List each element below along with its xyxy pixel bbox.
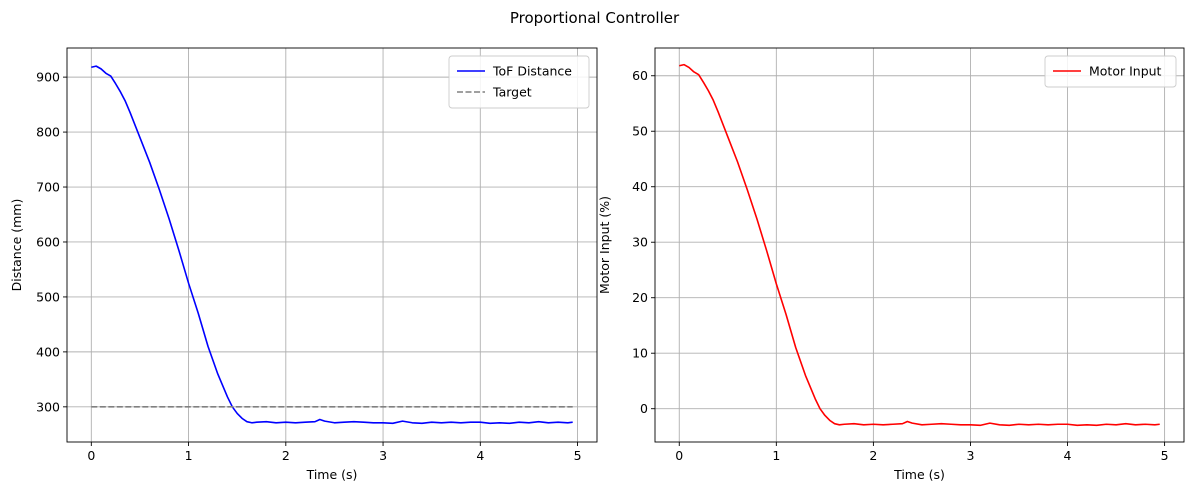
x-tick-label: 3 [966,448,974,463]
x-axis-label: Time (s) [306,467,358,482]
y-axis-label: Motor Input (%) [597,196,612,294]
series-line-motor-input [679,63,1160,427]
x-tick-label: 3 [379,448,387,463]
figure-title: Proportional Controller [510,9,680,27]
legend: ToF Distance Target [448,55,590,109]
legend-frame [1044,55,1177,88]
y-tick-label: 600 [36,234,60,249]
y-tick-label: 40 [632,179,648,194]
y-tick-label: 700 [36,180,60,195]
y-tick-label: 50 [632,124,648,139]
y-tick-label: 400 [36,344,60,359]
y-tick-label: 30 [632,235,648,250]
legend-label: Target [492,85,532,100]
y-tick-label: 900 [36,70,60,85]
x-tick-label: 1 [772,448,780,463]
y-tick-label: 800 [36,125,60,140]
y-tick-label: 10 [632,346,648,361]
distance-plot: 0 1 2 3 4 5 300 400 500 600 700 800 900 Time (s) Dista… [9,47,598,482]
x-tick-label: 0 [87,448,95,463]
x-tick-label: 2 [869,448,877,463]
legend-label: Motor Input [1089,64,1162,79]
x-tick-label: 4 [1064,448,1072,463]
x-tick-label: 0 [675,448,683,463]
x-tick-label: 4 [476,448,484,463]
y-tick-label: 300 [36,399,60,414]
y-axis-label: Distance (mm) [9,199,24,292]
y-tick-label: 500 [36,289,60,304]
y-tick-label: 60 [632,68,648,83]
axes-frame [654,47,1185,443]
legend-frame [448,55,590,109]
x-tick-label: 5 [574,448,582,463]
x-tick-label: 5 [1161,448,1169,463]
y-tick-label: 0 [640,401,648,416]
x-tick-label: 2 [282,448,290,463]
legend: Motor Input [1044,55,1177,88]
x-axis-label: Time (s) [893,467,945,482]
series-line-tof-distance [91,65,573,425]
x-tick-label: 1 [185,448,193,463]
legend-label: ToF Distance [492,64,572,79]
axes-frame [66,47,598,443]
y-tick-label: 20 [632,290,648,305]
